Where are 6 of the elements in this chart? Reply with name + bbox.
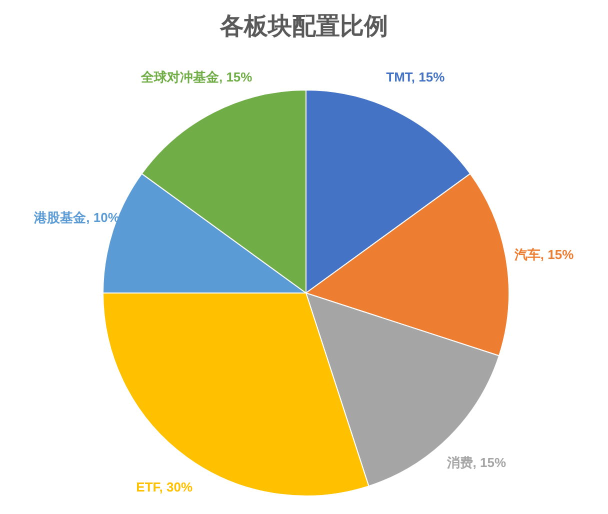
- slice-label: 全球对冲基金, 15%: [140, 70, 253, 85]
- slice-label: TMT, 15%: [386, 70, 446, 85]
- slice-label: 汽车, 15%: [513, 246, 574, 262]
- chart-title: 各板块配置比例: [219, 12, 388, 40]
- slice-label: 消费, 15%: [446, 454, 506, 470]
- slice-label: ETF, 30%: [136, 479, 193, 494]
